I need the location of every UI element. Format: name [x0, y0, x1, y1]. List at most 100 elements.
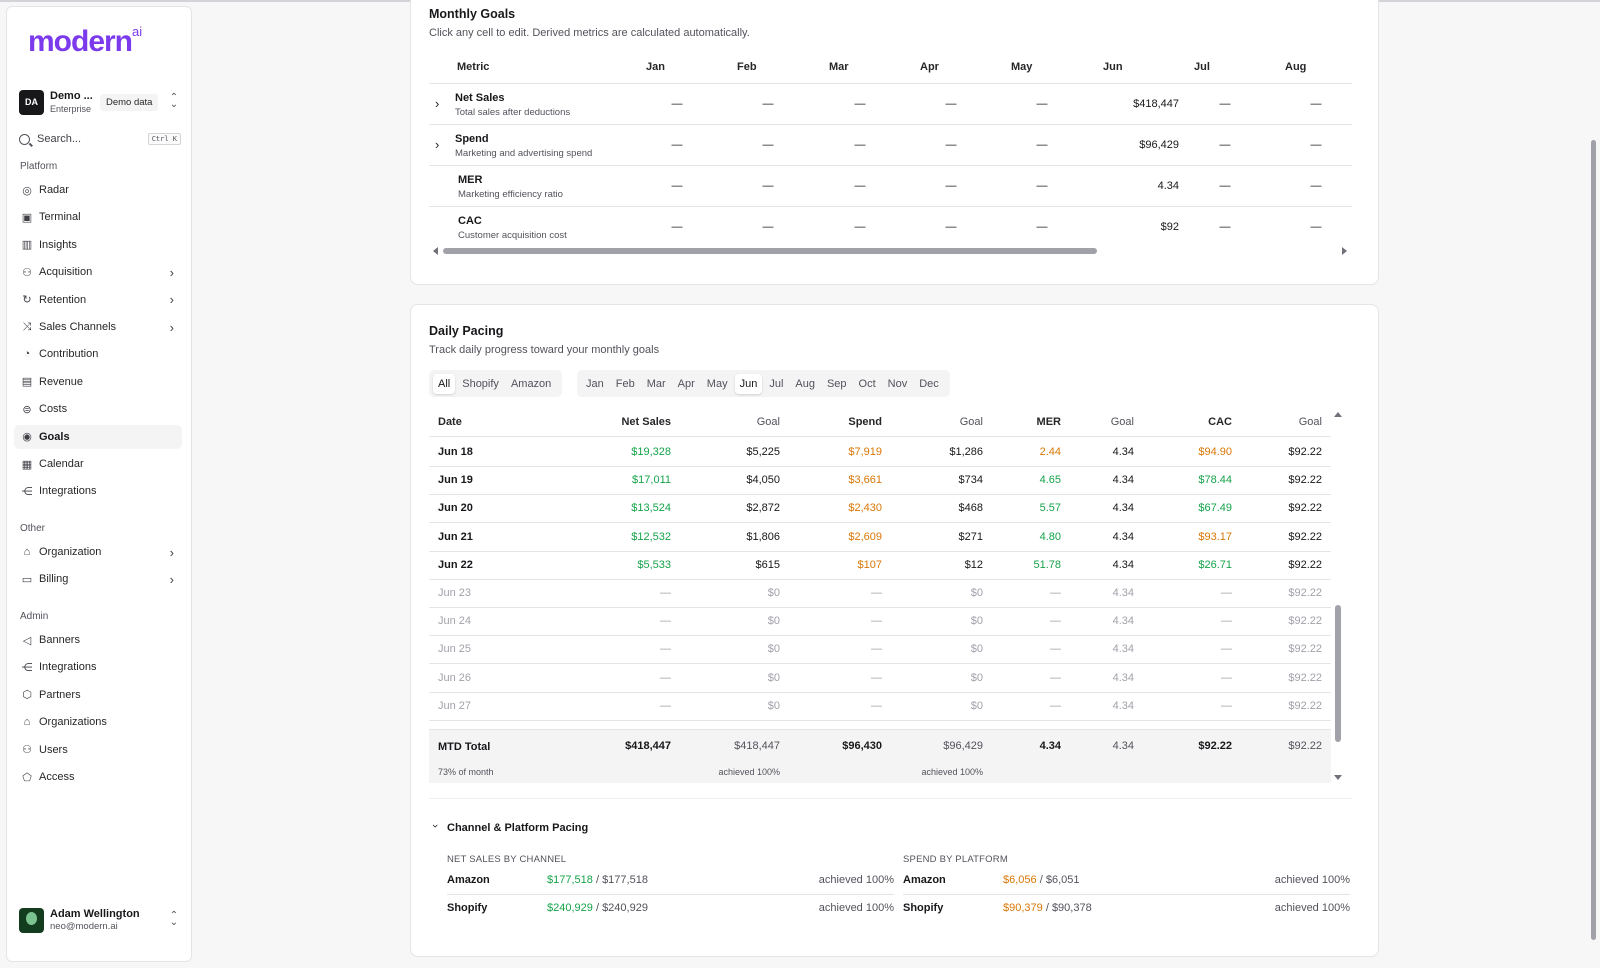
sidebar-item-integrations[interactable]: ⋲ Integrations: [14, 655, 182, 679]
goal-cell[interactable]: —: [1036, 98, 1048, 110]
channel-filter-amazon[interactable]: Amazon: [510, 377, 552, 390]
goal-cell[interactable]: —: [945, 139, 957, 151]
month-filter-oct[interactable]: Oct: [858, 377, 876, 390]
sidebar-item-radar[interactable]: ◎ Radar: [14, 178, 182, 202]
sidebar-item-sales-channels[interactable]: ⤨ Sales Channels ›: [14, 315, 182, 339]
sidebar-item-retention[interactable]: ↻ Retention ›: [14, 288, 182, 312]
sidebar-item-partners[interactable]: ⬡ Partners: [14, 683, 182, 707]
goal-cell[interactable]: —: [1036, 180, 1048, 192]
goal-cell[interactable]: —: [762, 98, 774, 110]
goal-cell[interactable]: —: [1036, 139, 1048, 151]
goal-cell[interactable]: —: [671, 180, 683, 192]
goal-cell[interactable]: —: [762, 139, 774, 151]
goal-cell[interactable]: 4.34: [1157, 180, 1179, 192]
goal-cell[interactable]: —: [854, 98, 866, 110]
month-filter-feb[interactable]: Feb: [615, 377, 635, 390]
sidebar-item-revenue[interactable]: ▤ Revenue: [14, 370, 182, 394]
month-filter-dec[interactable]: Dec: [919, 377, 939, 390]
scroll-right-icon[interactable]: [1342, 247, 1347, 255]
sidebar-item-organizations[interactable]: ⌂ Organizations: [14, 710, 182, 734]
goal-cell[interactable]: —: [1219, 180, 1231, 192]
sidebar-item-contribution[interactable]: ◔ Contribution: [14, 342, 182, 366]
month-filter-jan[interactable]: Jan: [586, 377, 604, 390]
goal-cell[interactable]: —: [1219, 139, 1231, 151]
goal-cell[interactable]: —: [762, 180, 774, 192]
sidebar-item-billing[interactable]: ▭ Billing ›: [14, 567, 182, 591]
chevron-down-icon[interactable]: ›: [428, 824, 441, 828]
goal-cell[interactable]: —: [1219, 98, 1231, 110]
goal-cell[interactable]: $96,429: [1139, 139, 1179, 151]
cell-ns-goal: $5,225: [746, 446, 780, 458]
goal-cell[interactable]: —: [945, 221, 957, 233]
column-header-cac[interactable]: CAC: [1208, 416, 1232, 428]
brand-logo[interactable]: modernai: [28, 24, 143, 58]
column-header-goal[interactable]: Goal: [1110, 416, 1134, 428]
column-header-goal[interactable]: Goal: [1298, 416, 1322, 428]
goal-cell[interactable]: —: [1310, 180, 1322, 192]
goal-cell[interactable]: —: [854, 180, 866, 192]
month-filter-nov[interactable]: Nov: [887, 377, 908, 390]
goal-cell[interactable]: —: [1036, 221, 1048, 233]
channel-filter-shopify[interactable]: Shopify: [462, 377, 499, 390]
scroll-up-icon[interactable]: [1334, 412, 1342, 417]
month-filter-sep[interactable]: Sep: [826, 377, 847, 390]
horizontal-scrollbar[interactable]: [429, 247, 1352, 255]
goal-cell[interactable]: —: [1310, 221, 1322, 233]
sidebar-item-banners[interactable]: ◁ Banners: [14, 628, 182, 652]
metric-row-net-sales[interactable]: › Net Sales Total sales after deductions — —…: [429, 83, 1352, 124]
column-header-goal[interactable]: Goal: [756, 416, 780, 428]
goal-cell[interactable]: —: [671, 98, 683, 110]
vertical-scrollbar[interactable]: [1333, 410, 1343, 780]
org-switcher[interactable]: DA Demo ... Enterprise Demo data ⌃ ⌄: [19, 87, 179, 117]
sidebar-item-acquisition[interactable]: ⚇ Acquisition ›: [14, 260, 182, 284]
goal-cell[interactable]: —: [1310, 139, 1322, 151]
table-row: Jun 22 $5,533 $615 $107 $12 51.78 4.34 $26.71 $9…: [429, 551, 1331, 580]
chevron-right-icon[interactable]: ›: [435, 137, 440, 152]
goal-cell[interactable]: —: [671, 139, 683, 151]
metric-row-cac[interactable]: CAC Customer acquisition cost — — — — — $92 — —: [429, 206, 1352, 247]
month-filter-aug[interactable]: Aug: [795, 377, 815, 390]
goal-cell[interactable]: —: [945, 98, 957, 110]
scroll-down-icon[interactable]: [1334, 775, 1342, 780]
metric-row-spend[interactable]: › Spend Marketing and advertising spend — — —…: [429, 124, 1352, 165]
goal-cell[interactable]: —: [1310, 98, 1322, 110]
column-header-goal[interactable]: Goal: [959, 416, 983, 428]
goal-cell[interactable]: —: [854, 221, 866, 233]
search-input[interactable]: Search... Ctrl K: [19, 130, 181, 148]
month-filter-jun[interactable]: Jun: [734, 373, 763, 394]
scroll-left-icon[interactable]: [433, 247, 438, 255]
sidebar-item-terminal[interactable]: ▣ Terminal: [14, 205, 182, 229]
goal-cell[interactable]: —: [945, 180, 957, 192]
metric-row-mer[interactable]: MER Marketing efficiency ratio — — — — — 4.34 — —: [429, 165, 1352, 206]
sidebar-item-integrations[interactable]: ⋲ Integrations: [14, 479, 182, 503]
cell-mer: —: [1050, 699, 1061, 712]
month-filter-jul[interactable]: Jul: [769, 377, 784, 390]
column-header-mer[interactable]: MER: [1036, 416, 1061, 428]
month-filter-may[interactable]: May: [706, 377, 728, 390]
goal-cell[interactable]: —: [671, 221, 683, 233]
scrollbar-thumb[interactable]: [443, 248, 1097, 254]
goal-cell[interactable]: $92: [1160, 221, 1179, 233]
sidebar-item-goals[interactable]: ◉ Goals: [14, 424, 182, 449]
sidebar-item-costs[interactable]: ⊜ Costs: [14, 397, 182, 421]
channel-pacing-toggle[interactable]: Channel & Platform Pacing: [447, 822, 589, 834]
sidebar-item-insights[interactable]: ▥ Insights: [14, 233, 182, 257]
column-header-spend[interactable]: Spend: [848, 416, 882, 428]
sidebar-item-organization[interactable]: ⌂ Organization ›: [14, 540, 182, 564]
goal-cell[interactable]: $418,447: [1133, 98, 1179, 110]
scrollbar-thumb[interactable]: [1335, 605, 1341, 742]
chevron-right-icon[interactable]: ›: [435, 96, 440, 111]
month-filter-apr[interactable]: Apr: [677, 377, 695, 390]
user-menu[interactable]: Adam Wellington neo@modern.ai ⌃ ⌄: [19, 905, 179, 935]
goal-cell[interactable]: —: [1219, 221, 1231, 233]
sidebar-item-calendar[interactable]: ▦ Calendar: [14, 452, 182, 476]
sidebar-item-label: Calendar: [39, 458, 84, 470]
goal-cell[interactable]: —: [762, 221, 774, 233]
page-scrollbar[interactable]: [1591, 140, 1596, 940]
month-filter-mar[interactable]: Mar: [646, 377, 666, 390]
sidebar-item-access[interactable]: ⬠ Access: [14, 765, 182, 789]
channel-filter-all[interactable]: All: [433, 373, 456, 394]
column-header-net-sales[interactable]: Net Sales: [621, 416, 671, 428]
sidebar-item-users[interactable]: ⚇ Users: [14, 738, 182, 762]
goal-cell[interactable]: —: [854, 139, 866, 151]
